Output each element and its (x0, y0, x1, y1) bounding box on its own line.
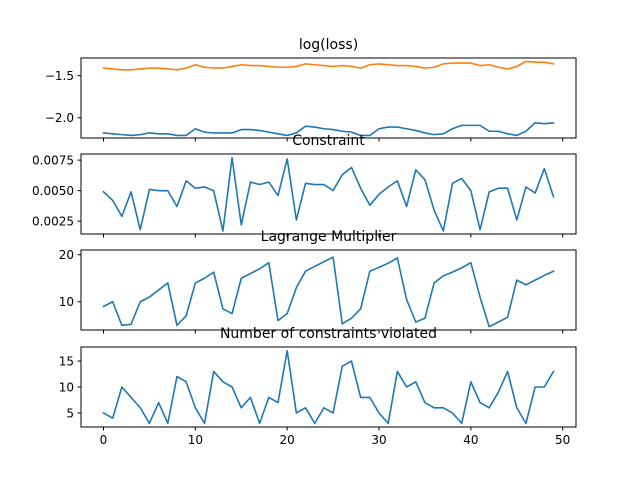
panel-log-loss: −1.5 −2.0 log(loss) (45, 37, 577, 142)
lagrange-multiplier-title: Lagrange Multiplier (261, 229, 397, 245)
constraints-violated-title: Number of constraints violated (220, 326, 437, 342)
log-loss-series-orange-line (102, 60, 555, 71)
constraint-title: Constraint (292, 133, 365, 149)
constraints-violated-series-blue-line (102, 349, 555, 425)
constraint-y-tick-label: 0.0075 (32, 153, 74, 167)
log-loss-y-tick-label: −1.5 (45, 69, 74, 83)
lagrange-multiplier-series-blue-line (102, 256, 555, 328)
constraint-y-tick-label: 0.0050 (32, 184, 74, 198)
constraints-violated-y-tick-label: 10 (59, 380, 74, 394)
constraint-y-tick-label: 0.0025 (32, 214, 74, 228)
lagrange-multiplier-y-tick-label: 20 (59, 248, 74, 262)
panel-constraint: 0.0025 0.0050 0.0075 Constraint (32, 133, 577, 238)
x-tick-label: 50 (555, 433, 570, 447)
log-loss-axes-frame (80, 57, 577, 139)
x-tick-label: 0 (100, 433, 108, 447)
log-loss-title: log(loss) (299, 37, 358, 53)
panel-lagrange-multiplier: 10 20 Lagrange Multiplier (59, 229, 577, 334)
constraint-axes-frame (80, 153, 577, 235)
x-tick-label: 20 (280, 433, 295, 447)
x-tick-label: 30 (371, 433, 386, 447)
log-loss-series-blue-line (102, 121, 555, 137)
x-tick-label: 40 (463, 433, 478, 447)
panel-constraints-violated: 0 10 20 30 40 50 5 10 15 Number of constraints vi… (59, 326, 577, 447)
constraints-violated-axes-frame (80, 346, 577, 428)
constraint-series-blue-line (102, 156, 555, 232)
constraints-violated-y-tick-label: 5 (66, 406, 74, 420)
log-loss-y-tick-label: −2.0 (45, 111, 74, 125)
lagrange-multiplier-y-tick-label: 10 (59, 295, 74, 309)
constraints-violated-y-tick-label: 15 (59, 354, 74, 368)
x-tick-label: 10 (188, 433, 203, 447)
lagrange-multiplier-axes-frame (80, 249, 577, 331)
